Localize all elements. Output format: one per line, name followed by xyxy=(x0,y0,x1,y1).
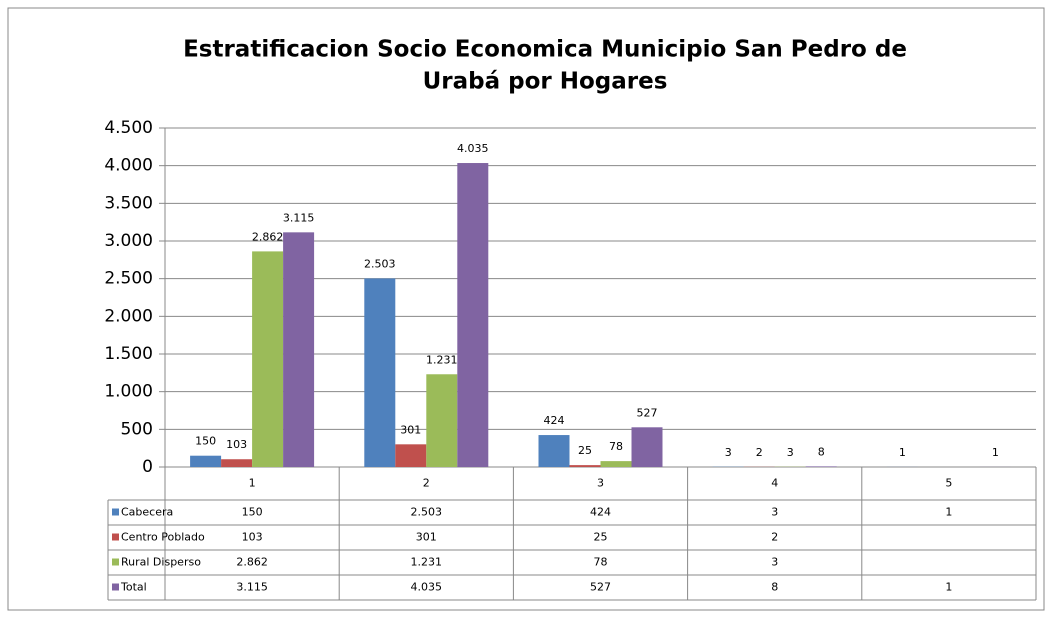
y-tick-label: 3.000 xyxy=(104,231,153,251)
table-cell: 3 xyxy=(771,556,778,569)
data-label: 103 xyxy=(226,438,247,451)
data-label: 2 xyxy=(756,446,763,459)
legend-label: Total xyxy=(120,581,147,594)
table-cell: 3.115 xyxy=(236,581,268,594)
table-cell: 4.035 xyxy=(411,581,443,594)
legend-key xyxy=(112,533,119,541)
y-tick-label: 3.500 xyxy=(104,193,153,213)
y-tick-label: 1.500 xyxy=(104,344,153,364)
y-tick-label: 4.500 xyxy=(104,118,153,138)
bar xyxy=(190,455,222,467)
bar xyxy=(283,232,315,467)
table-cell: 424 xyxy=(590,506,611,519)
data-label: 1 xyxy=(899,446,906,459)
data-label: 424 xyxy=(544,414,565,427)
data-label: 527 xyxy=(637,406,658,419)
y-tick-label: 1.000 xyxy=(104,382,153,402)
data-label: 4.035 xyxy=(457,142,489,155)
legend-key xyxy=(112,583,119,591)
x-tick-label: 5 xyxy=(945,477,952,490)
bar xyxy=(569,465,601,467)
data-label: 301 xyxy=(400,423,421,436)
y-tick-label: 500 xyxy=(121,419,153,439)
table-cell: 2.862 xyxy=(236,556,268,569)
legend-key xyxy=(112,508,119,516)
y-tick-label: 2.500 xyxy=(104,269,153,289)
chart-frame xyxy=(7,7,1045,611)
x-tick-label: 2 xyxy=(423,477,430,490)
bar xyxy=(631,427,663,467)
table-cell: 103 xyxy=(242,531,263,544)
legend-label: Rural Disperso xyxy=(121,556,201,569)
chart-title: Urabá por Hogares xyxy=(423,69,668,95)
legend-label: Cabecera xyxy=(121,506,173,519)
table-cell: 527 xyxy=(590,581,611,594)
bar xyxy=(364,278,396,467)
table-cell: 1 xyxy=(945,581,952,594)
data-label: 25 xyxy=(578,444,592,457)
bar xyxy=(221,459,253,467)
y-tick-label: 2.000 xyxy=(104,306,153,326)
table-cell: 301 xyxy=(416,531,437,544)
table-cell: 8 xyxy=(771,581,778,594)
x-tick-label: 1 xyxy=(249,477,256,490)
legend-label: Centro Poblado xyxy=(121,531,205,544)
data-label: 150 xyxy=(195,435,216,448)
table-cell: 1 xyxy=(945,506,952,519)
bar xyxy=(457,163,489,467)
table-cell: 2.503 xyxy=(411,506,443,519)
x-tick-label: 3 xyxy=(597,477,604,490)
x-tick-label: 4 xyxy=(771,477,778,490)
table-cell: 78 xyxy=(594,556,608,569)
bar xyxy=(252,251,284,467)
bar xyxy=(805,466,837,467)
data-label: 78 xyxy=(609,440,623,453)
data-label: 2.503 xyxy=(364,257,396,270)
legend-key xyxy=(112,558,119,566)
bar xyxy=(600,461,632,467)
data-label: 1.231 xyxy=(426,353,458,366)
table-cell: 3 xyxy=(771,506,778,519)
data-label: 1 xyxy=(992,446,999,459)
table-cell: 1.231 xyxy=(411,556,443,569)
chart-title: Estratificacion Socio Economica Municipi… xyxy=(183,37,907,63)
bar xyxy=(395,444,427,467)
bar xyxy=(426,374,458,467)
bar xyxy=(538,435,570,467)
data-label: 3 xyxy=(725,446,732,459)
data-label: 3.115 xyxy=(283,211,315,224)
y-tick-label: 4.000 xyxy=(104,156,153,176)
table-cell: 2 xyxy=(771,531,778,544)
data-label: 8 xyxy=(818,445,825,458)
table-cell: 150 xyxy=(242,506,263,519)
table-cell: 25 xyxy=(594,531,608,544)
data-label: 3 xyxy=(787,446,794,459)
y-tick-label: 0 xyxy=(142,457,153,477)
data-label: 2.862 xyxy=(252,230,284,243)
